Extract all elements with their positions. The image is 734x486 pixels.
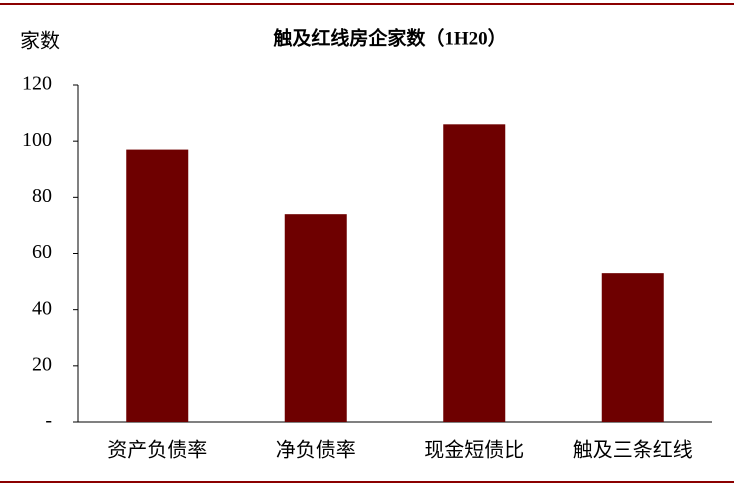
y-tick-label: 60 xyxy=(32,241,52,263)
y-axis-label: 家数 xyxy=(20,30,60,53)
x-tick-label: 触及三条红线 xyxy=(573,439,693,462)
y-tick-label: 100 xyxy=(22,129,52,151)
x-tick-label: 资产负债率 xyxy=(107,439,207,462)
bar xyxy=(601,273,664,422)
x-tick-label: 现金短债比 xyxy=(424,439,524,462)
y-tick-label: 40 xyxy=(32,297,52,319)
bar xyxy=(284,214,347,422)
y-tick-label: 80 xyxy=(32,185,52,207)
chart-title: 触及红线房企家数（1H20） xyxy=(273,26,506,49)
bar xyxy=(126,149,189,422)
x-tick-label: 净负债率 xyxy=(276,439,356,462)
y-tick-label: 120 xyxy=(22,73,52,95)
y-tick-label: 20 xyxy=(32,353,52,375)
y-tick-label: - xyxy=(45,410,52,432)
bar xyxy=(443,124,506,423)
